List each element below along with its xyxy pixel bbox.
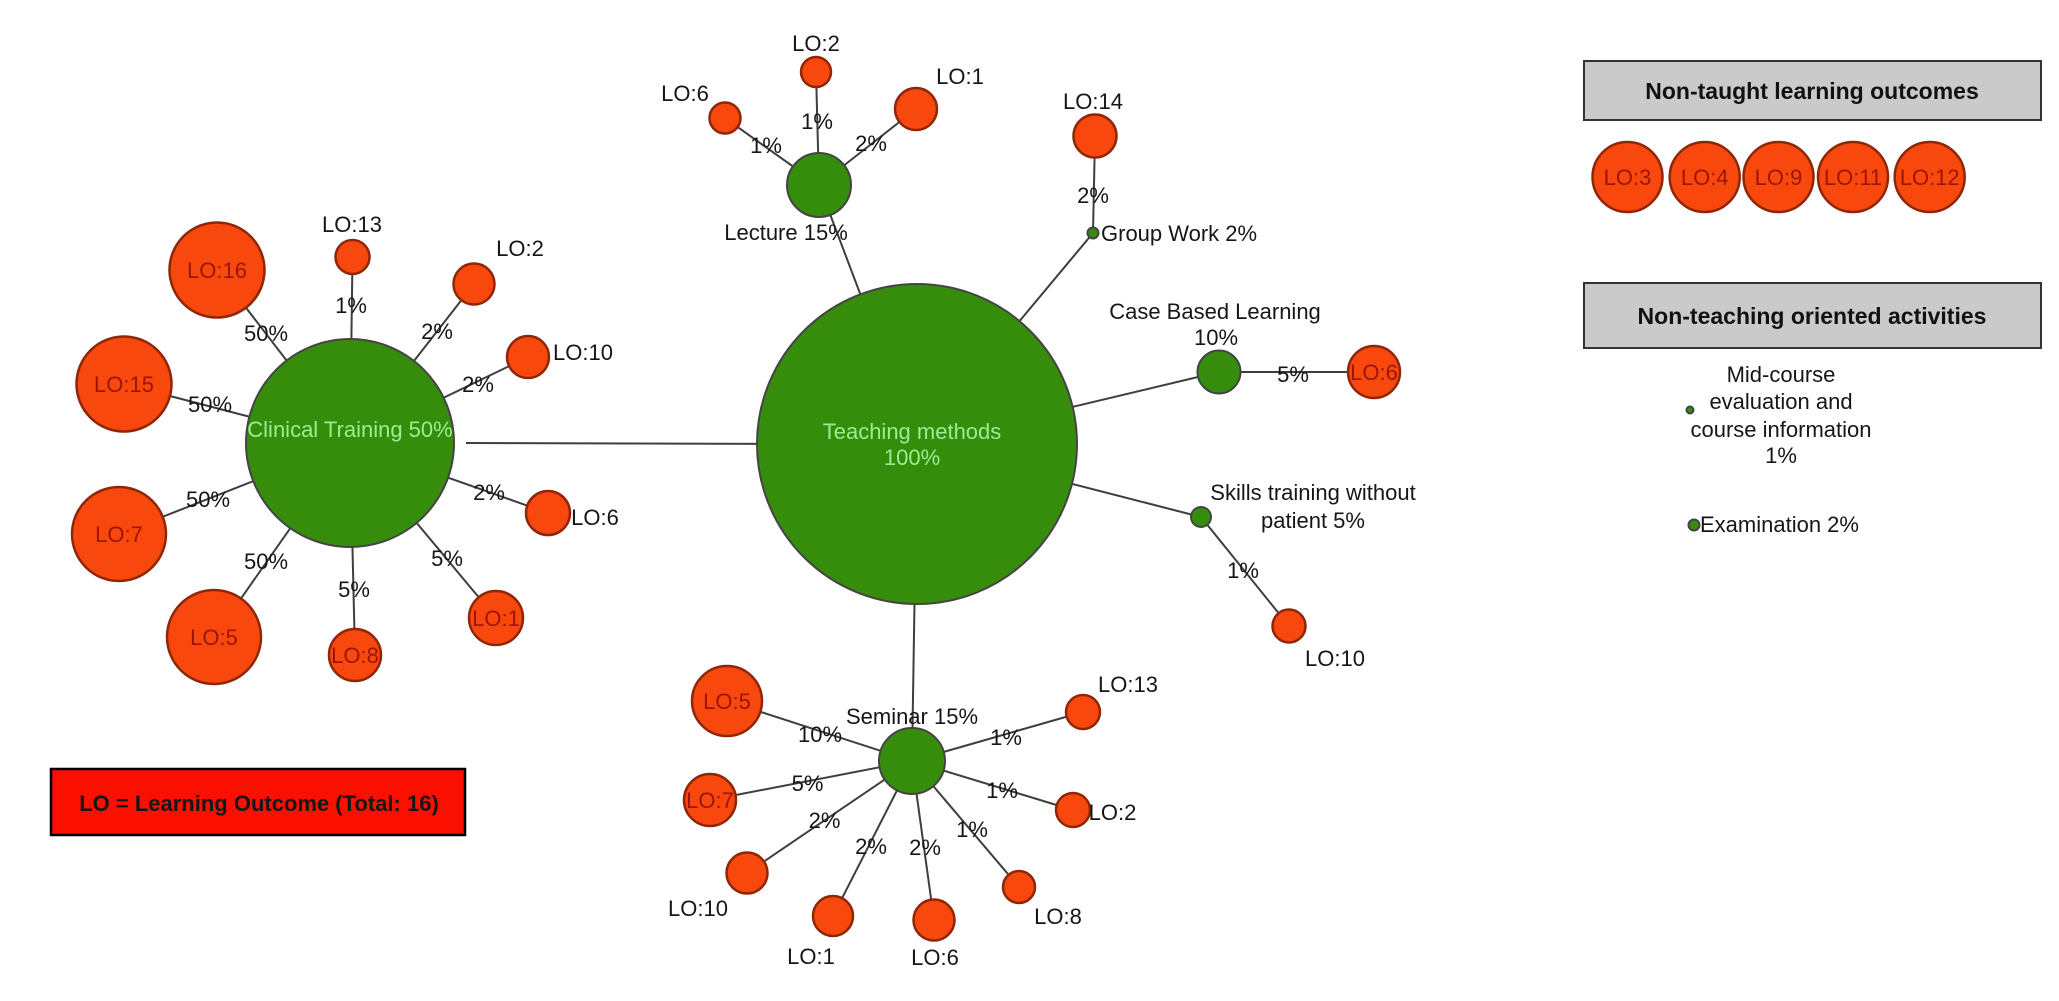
svg-text:LO:8: LO:8 [1034, 904, 1082, 929]
svg-text:LO:3: LO:3 [1604, 165, 1652, 190]
svg-text:LO:1: LO:1 [472, 606, 520, 631]
svg-text:Non-taught learning outcomes: Non-taught learning outcomes [1645, 78, 1979, 104]
svg-text:Seminar 15%: Seminar 15% [846, 704, 978, 729]
svg-text:2%: 2% [809, 808, 841, 833]
svg-text:patient 5%: patient 5% [1261, 508, 1365, 533]
svg-text:2%: 2% [855, 131, 887, 156]
svg-text:LO:13: LO:13 [1098, 672, 1158, 697]
svg-text:Mid-course: Mid-course [1727, 362, 1836, 387]
svg-text:LO:7: LO:7 [686, 788, 734, 813]
svg-text:1%: 1% [986, 778, 1018, 803]
svg-text:LO:15: LO:15 [94, 372, 154, 397]
svg-text:1%: 1% [1765, 443, 1797, 468]
svg-text:evaluation and: evaluation and [1709, 389, 1852, 414]
svg-text:LO:13: LO:13 [322, 212, 382, 237]
svg-text:LO:6: LO:6 [1350, 360, 1398, 385]
svg-text:LO:10: LO:10 [1305, 646, 1365, 671]
svg-text:Examination 2%: Examination 2% [1700, 512, 1859, 537]
svg-text:1%: 1% [750, 133, 782, 158]
svg-text:1%: 1% [801, 109, 833, 134]
svg-text:Case Based Learning: Case Based Learning [1109, 299, 1321, 324]
svg-text:LO:2: LO:2 [1089, 800, 1137, 825]
svg-text:LO:8: LO:8 [331, 643, 379, 668]
svg-text:1%: 1% [1227, 558, 1259, 583]
svg-text:2%: 2% [1077, 183, 1109, 208]
svg-text:LO:12: LO:12 [1900, 165, 1960, 190]
svg-text:Lecture 15%: Lecture 15% [724, 220, 848, 245]
svg-text:LO:6: LO:6 [661, 81, 709, 106]
svg-text:2%: 2% [855, 834, 887, 859]
svg-text:LO:6: LO:6 [911, 945, 959, 970]
svg-text:2%: 2% [909, 835, 941, 860]
svg-text:LO:1: LO:1 [936, 64, 984, 89]
svg-text:50%: 50% [186, 487, 230, 512]
svg-text:LO:5: LO:5 [703, 689, 751, 714]
svg-text:50%: 50% [244, 321, 288, 346]
svg-text:LO:14: LO:14 [1063, 89, 1123, 114]
svg-text:LO:7: LO:7 [95, 522, 143, 547]
svg-text:50%: 50% [188, 392, 232, 417]
svg-text:LO = Learning Outcome (Total:: LO = Learning Outcome (Total: 16) [79, 791, 439, 816]
svg-text:LO:4: LO:4 [1681, 165, 1729, 190]
svg-text:LO:10: LO:10 [668, 896, 728, 921]
svg-text:LO:10: LO:10 [553, 340, 613, 365]
svg-text:Group Work 2%: Group Work 2% [1101, 221, 1257, 246]
svg-text:LO:9: LO:9 [1755, 165, 1803, 190]
svg-text:Skills training without: Skills training without [1210, 480, 1415, 505]
svg-text:Clinical Training 50%: Clinical Training 50% [247, 417, 452, 442]
svg-text:5%: 5% [1277, 362, 1309, 387]
svg-text:1%: 1% [956, 817, 988, 842]
svg-text:LO:1: LO:1 [787, 944, 835, 969]
svg-text:LO:11: LO:11 [1824, 165, 1882, 190]
svg-text:LO:16: LO:16 [187, 258, 247, 283]
svg-text:10%: 10% [1194, 325, 1238, 350]
svg-text:2%: 2% [473, 480, 505, 505]
svg-text:Non-teaching oriented activiti: Non-teaching oriented activities [1638, 303, 1987, 329]
svg-text:2%: 2% [421, 319, 453, 344]
svg-text:10%: 10% [798, 722, 842, 747]
svg-text:Teaching methods: Teaching methods [823, 419, 1002, 444]
svg-text:LO:5: LO:5 [190, 625, 238, 650]
svg-text:5%: 5% [431, 546, 463, 571]
svg-text:1%: 1% [990, 725, 1022, 750]
svg-text:5%: 5% [792, 771, 824, 796]
svg-text:LO:6: LO:6 [571, 505, 619, 530]
svg-text:course information: course information [1691, 417, 1872, 442]
svg-text:100%: 100% [884, 445, 940, 470]
svg-text:1%: 1% [335, 293, 367, 318]
svg-text:5%: 5% [338, 577, 370, 602]
svg-text:LO:2: LO:2 [496, 236, 544, 261]
svg-text:2%: 2% [462, 372, 494, 397]
svg-text:LO:2: LO:2 [792, 31, 840, 56]
svg-text:50%: 50% [244, 549, 288, 574]
